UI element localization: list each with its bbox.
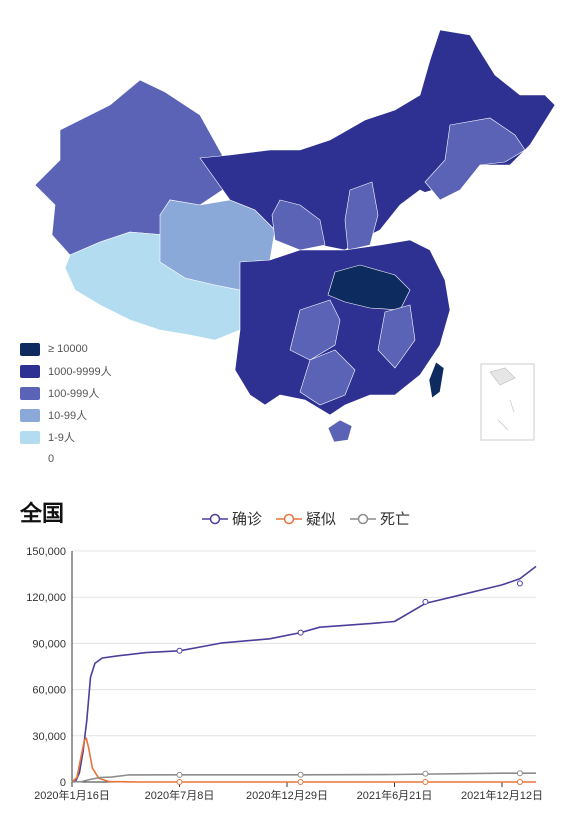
china-choropleth-map — [34, 29, 556, 443]
x-tick-label: 2020年1月16日 — [34, 788, 110, 802]
y-tick-label: 60,000 — [32, 685, 66, 697]
x-tick-label: 2021年6月21日 — [357, 788, 433, 802]
series-legend-icon — [350, 513, 377, 524]
data-point — [422, 770, 429, 777]
region-taiwan[interactable] — [428, 361, 445, 399]
legend-swatch — [20, 452, 40, 466]
legend-item[interactable]: ≥ 10000 — [20, 338, 112, 360]
legend-item[interactable]: 1000-9999人 — [20, 360, 112, 382]
y-tick-label: 0 — [60, 777, 66, 789]
data-point — [297, 779, 304, 785]
data-point — [516, 770, 523, 777]
legend-label: 100-999人 — [48, 388, 100, 400]
y-tick-label: 30,000 — [32, 731, 66, 743]
region-jiangxi[interactable] — [377, 304, 416, 369]
series-legend-label: 确诊 — [232, 511, 263, 528]
legend-swatch — [20, 364, 40, 378]
legend-label: 10-99人 — [48, 410, 88, 422]
series-legend-item[interactable]: 确诊 — [202, 508, 262, 529]
legend-item[interactable]: 1-9人 — [20, 426, 112, 448]
data-point — [516, 779, 523, 785]
region-ningxia[interactable] — [271, 199, 326, 251]
series-legend-icon — [202, 513, 228, 524]
series-legend-icon — [276, 513, 303, 524]
series-legend-label: 疑似 — [306, 511, 337, 528]
y-tick-label: 90,000 — [32, 638, 66, 650]
series-line — [71, 565, 537, 783]
map-legend: ≥ 10000 1000-9999人 100-999人 10-99人 1-9人 0 — [20, 338, 112, 470]
data-point — [176, 771, 183, 778]
series-line — [71, 772, 536, 783]
legend-swatch — [20, 386, 40, 400]
data-point — [176, 779, 183, 785]
x-tick-label: 2020年7月8日 — [145, 788, 215, 802]
section-title: 全国 — [20, 501, 65, 526]
legend-item[interactable]: 10-99人 — [20, 404, 112, 426]
legend-label: ≥ 10000 — [48, 343, 88, 355]
x-tick-label: 2021年12月12日 — [461, 788, 543, 802]
data-point — [422, 598, 429, 605]
region-guangxi[interactable] — [299, 349, 356, 406]
legend-label: 1000-9999人 — [48, 366, 112, 378]
legend-swatch — [20, 342, 40, 356]
trend-line-chart: 0 30,000 60,000 90,000 120,000 150,000 2020年1月… — [26, 546, 543, 802]
series-legend[interactable]: 确诊 疑似 死亡 — [202, 508, 410, 529]
region-chongqing-guizhou[interactable] — [289, 299, 341, 361]
series-legend-item[interactable]: 疑似 — [276, 508, 336, 529]
region-hainan[interactable] — [327, 419, 353, 443]
legend-swatch — [20, 430, 40, 444]
data-point — [516, 580, 523, 587]
series-legend-item[interactable]: 死亡 — [350, 508, 410, 529]
legend-swatch — [20, 408, 40, 422]
data-point — [297, 771, 304, 778]
legend-label: 0 — [48, 453, 55, 465]
region-jilin-liaoning[interactable] — [424, 117, 526, 201]
data-point — [176, 647, 183, 654]
series-legend-label: 死亡 — [380, 511, 411, 528]
y-tick-label: 150,000 — [26, 546, 66, 558]
y-tick-label: 120,000 — [26, 592, 66, 604]
data-point — [422, 779, 429, 785]
legend-item[interactable]: 0 — [20, 448, 112, 470]
series-line — [71, 737, 536, 783]
bohai-sea — [415, 190, 440, 215]
region-shanxi[interactable] — [344, 181, 379, 251]
legend-label: 1-9人 — [48, 432, 75, 444]
data-point — [297, 629, 304, 636]
legend-item[interactable]: 100-999人 — [20, 382, 112, 404]
south-sea-islands — [489, 367, 516, 431]
x-tick-label: 2020年12月29日 — [246, 788, 328, 802]
